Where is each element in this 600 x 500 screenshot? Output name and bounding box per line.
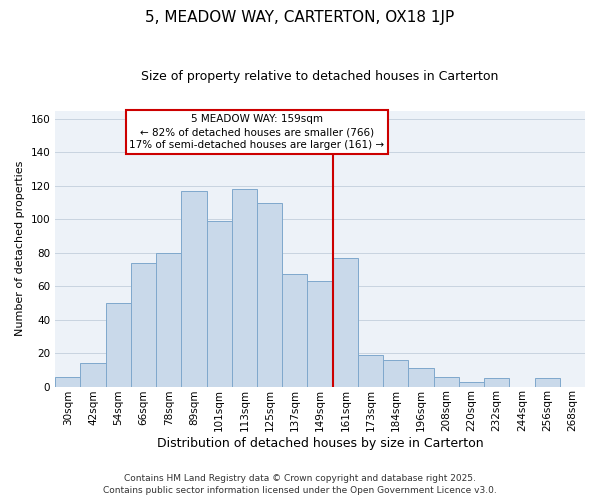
Bar (55, 376, 80, 386)
Text: 5 MEADOW WAY: 159sqm
← 82% of detached houses are smaller (766)
17% of semi-deta: 5 MEADOW WAY: 159sqm ← 82% of detached h… (130, 114, 385, 150)
Bar (332, 258, 358, 386)
Bar (232, 189, 257, 386)
Bar (181, 191, 206, 386)
Bar (434, 376, 459, 386)
Bar (459, 382, 484, 386)
X-axis label: Distribution of detached houses by size in Carterton: Distribution of detached houses by size … (157, 437, 484, 450)
Bar (257, 202, 282, 386)
Text: Contains HM Land Registry data © Crown copyright and database right 2025.
Contai: Contains HM Land Registry data © Crown c… (103, 474, 497, 495)
Text: 5, MEADOW WAY, CARTERTON, OX18 1JP: 5, MEADOW WAY, CARTERTON, OX18 1JP (145, 10, 455, 25)
Bar (156, 252, 181, 386)
Bar (409, 368, 434, 386)
Title: Size of property relative to detached houses in Carterton: Size of property relative to detached ho… (142, 70, 499, 83)
Bar (106, 303, 131, 386)
Y-axis label: Number of detached properties: Number of detached properties (15, 161, 25, 336)
Bar (206, 221, 232, 386)
Bar (131, 263, 156, 386)
Bar (282, 274, 307, 386)
Bar (535, 378, 560, 386)
Bar (307, 281, 332, 386)
Bar (80, 363, 106, 386)
Bar (484, 378, 509, 386)
Bar (383, 360, 409, 386)
Bar (358, 355, 383, 386)
